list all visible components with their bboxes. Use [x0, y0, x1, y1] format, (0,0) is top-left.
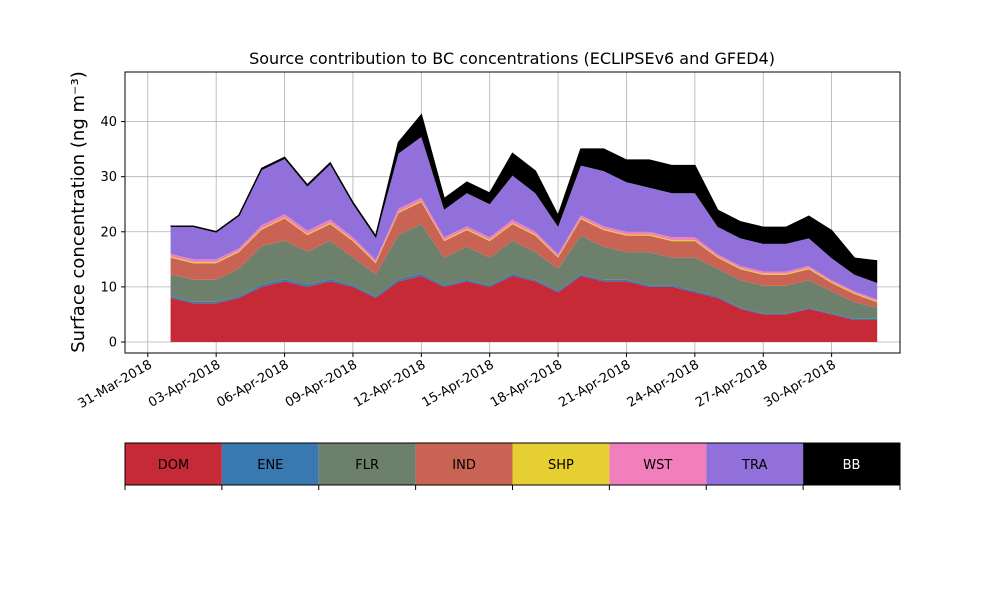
- y-tick-label: 10: [100, 280, 117, 295]
- x-tick-label: 30-Apr-2018: [761, 357, 838, 410]
- chart-title: Source contribution to BC concentrations…: [249, 49, 775, 68]
- legend-swatch-tra: [706, 443, 804, 485]
- legend-swatch-bb: [803, 443, 900, 485]
- x-tick-label: 06-Apr-2018: [214, 357, 291, 410]
- total-outline: [170, 113, 878, 262]
- plot-frame: [124, 71, 901, 354]
- legend-label-shp: SHP: [548, 458, 574, 473]
- x-tick-label: 03-Apr-2018: [146, 357, 223, 410]
- legend-swatch-shp: [512, 443, 610, 485]
- legend-label-ind: IND: [452, 458, 476, 473]
- x-tick-label: 15-Apr-2018: [420, 357, 497, 410]
- x-tick-label: 09-Apr-2018: [283, 357, 360, 410]
- y-tick-label: 20: [100, 225, 117, 240]
- area-ene: [170, 273, 878, 320]
- legend-swatch-ind: [415, 443, 513, 485]
- stacked-areas: [170, 113, 878, 342]
- x-tick-label: 31-Mar-2018: [76, 357, 155, 411]
- y-axis-label: Surface concentration (ng m⁻³): [68, 71, 89, 353]
- y-tick-label: 30: [100, 170, 117, 185]
- legend-swatch-ene: [221, 443, 319, 485]
- y-tick-label: 40: [100, 115, 117, 130]
- legend-label-ene: ENE: [257, 458, 283, 473]
- area-flr: [170, 224, 878, 319]
- legend-swatch-flr: [318, 443, 416, 485]
- x-tick-label: 21-Apr-2018: [556, 357, 633, 410]
- legend-label-flr: FLR: [355, 458, 379, 473]
- legend-label-dom: DOM: [158, 458, 189, 473]
- legend-colorbar: DOM ENE FLR IND SHP WST TRA BB: [124, 442, 901, 490]
- legend-label-tra: TRA: [741, 458, 767, 473]
- legend-swatch-dom: [125, 443, 222, 485]
- x-tick-label: 24-Apr-2018: [625, 357, 702, 410]
- area-dom: [170, 275, 878, 342]
- area-tra: [170, 137, 878, 300]
- x-tick-label: 12-Apr-2018: [351, 357, 428, 410]
- x-axis-ticks: 31-Mar-201803-Apr-201806-Apr-201809-Apr-…: [76, 353, 839, 412]
- y-axis-ticks: 0 10 20 30 40: [100, 115, 125, 350]
- legend-swatch-wst: [609, 443, 707, 485]
- y-tick-label: 0: [109, 335, 117, 350]
- x-tick-label: 18-Apr-2018: [488, 357, 565, 410]
- legend-label-bb: BB: [843, 458, 861, 473]
- legend-label-wst: WST: [643, 458, 672, 473]
- x-tick-label: 27-Apr-2018: [693, 357, 770, 410]
